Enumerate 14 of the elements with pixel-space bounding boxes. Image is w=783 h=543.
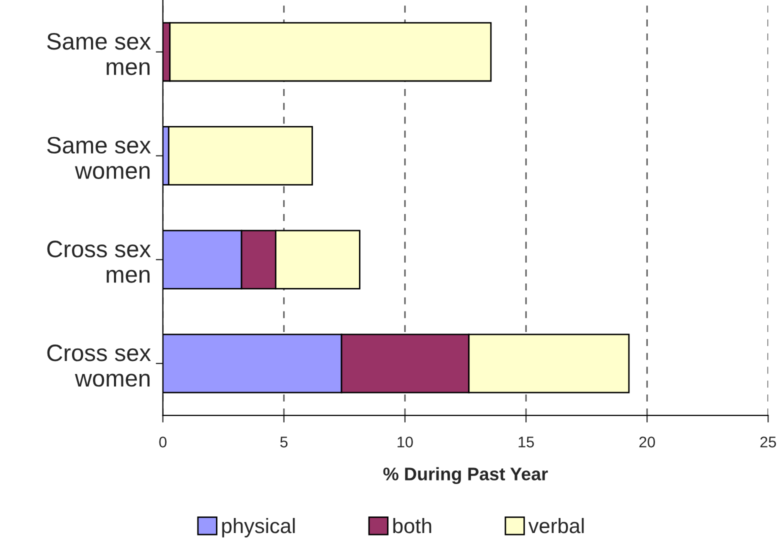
x-tick-label: 15 bbox=[518, 436, 534, 448]
x-tick-label: 0 bbox=[159, 436, 167, 448]
x-tick-label: 20 bbox=[639, 436, 655, 448]
legend-label: physical bbox=[222, 518, 295, 538]
x-tick-label: 10 bbox=[398, 436, 413, 448]
legend-label: verbal bbox=[528, 518, 584, 534]
y-tick-label: Same sex women bbox=[47, 136, 151, 179]
y-tick-label: Cross sex men bbox=[47, 240, 151, 283]
x-tick-label: 5 bbox=[280, 436, 288, 448]
legend-label: both bbox=[393, 518, 432, 534]
x-tick-label: 25 bbox=[760, 436, 776, 448]
y-tick-label: Cross sex women bbox=[47, 344, 151, 387]
y-tick-label: Same sex men bbox=[47, 32, 151, 76]
x-axis-title: % During Past Year bbox=[383, 467, 548, 484]
